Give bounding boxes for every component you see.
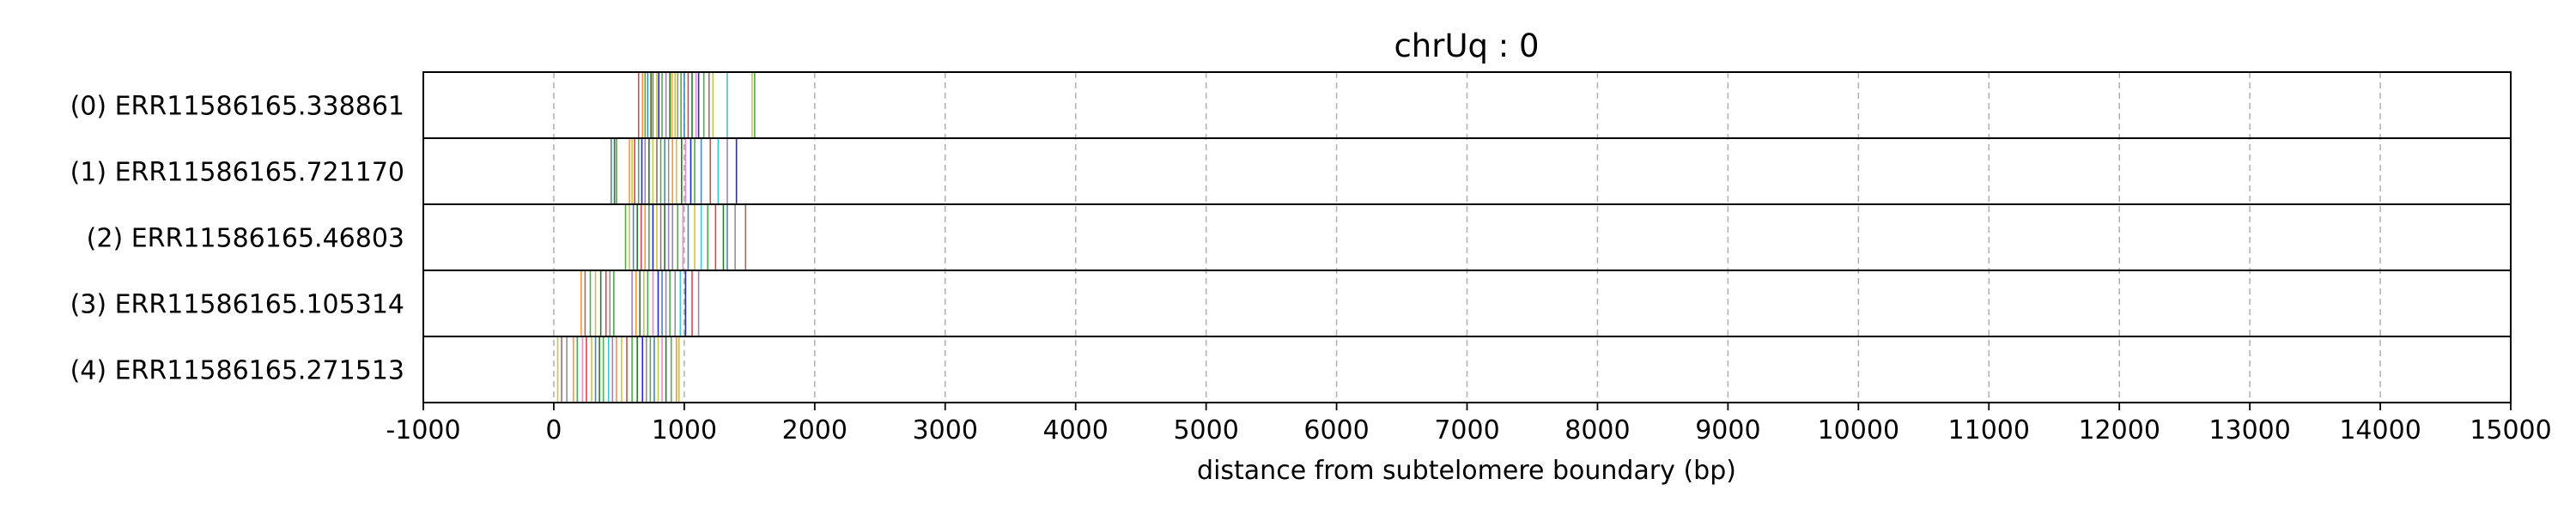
read-row-2: (2) ERR11586165.46803 [87,203,2512,271]
read-row-4: (4) ERR11586165.271513 [70,336,2512,403]
x-tick-label-10: 9000 [1695,415,1760,445]
chart-title: chrUq : 0 [1394,27,1539,64]
x-tick-label-15: 14000 [2339,415,2421,445]
x-tick-label-6: 5000 [1173,415,1238,445]
row-label-1: (1) ERR11586165.721170 [70,158,404,188]
x-tick-label-13: 12000 [2078,415,2160,445]
x-tick-label-9: 8000 [1564,415,1630,445]
x-tick-label-4: 3000 [913,415,978,445]
row-label-3: (3) ERR11586165.105314 [70,290,404,320]
row-label-0: (0) ERR11586165.338861 [70,92,404,122]
x-gridlines [422,72,2512,403]
x-axis-label: distance from subtelomere boundary (bp) [1197,456,1736,486]
x-tick-label-2: 1000 [652,415,717,445]
x-tick-label-5: 4000 [1043,415,1109,445]
row-label-2: (2) ERR11586165.46803 [87,224,404,254]
x-tick-label-14: 13000 [2208,415,2290,445]
x-tick-label-12: 11000 [1948,415,2030,445]
row-label-4: (4) ERR11586165.271513 [70,356,404,386]
x-tick-label-16: 15000 [2470,415,2551,445]
x-tick-label-1: 0 [545,415,562,445]
x-tick-label-7: 6000 [1303,415,1369,445]
read-row-0: (0) ERR11586165.338861 [70,71,2512,139]
x-tick-label-11: 10000 [1818,415,1899,445]
read-row-3: (3) ERR11586165.105314 [70,270,2512,337]
read-rows: (0) ERR11586165.338861 (1) ERR11586165.72… [70,71,2512,403]
x-axis: -1000 0 1000 2000 3000 4000 5000 6000 7000 8000 90… [386,403,2552,445]
x-tick-label-3: 2000 [782,415,848,445]
x-tick-label-0: -1000 [386,415,460,445]
read-row-1: (1) ERR11586165.721170 [70,137,2512,205]
x-tick-label-8: 7000 [1434,415,1499,445]
